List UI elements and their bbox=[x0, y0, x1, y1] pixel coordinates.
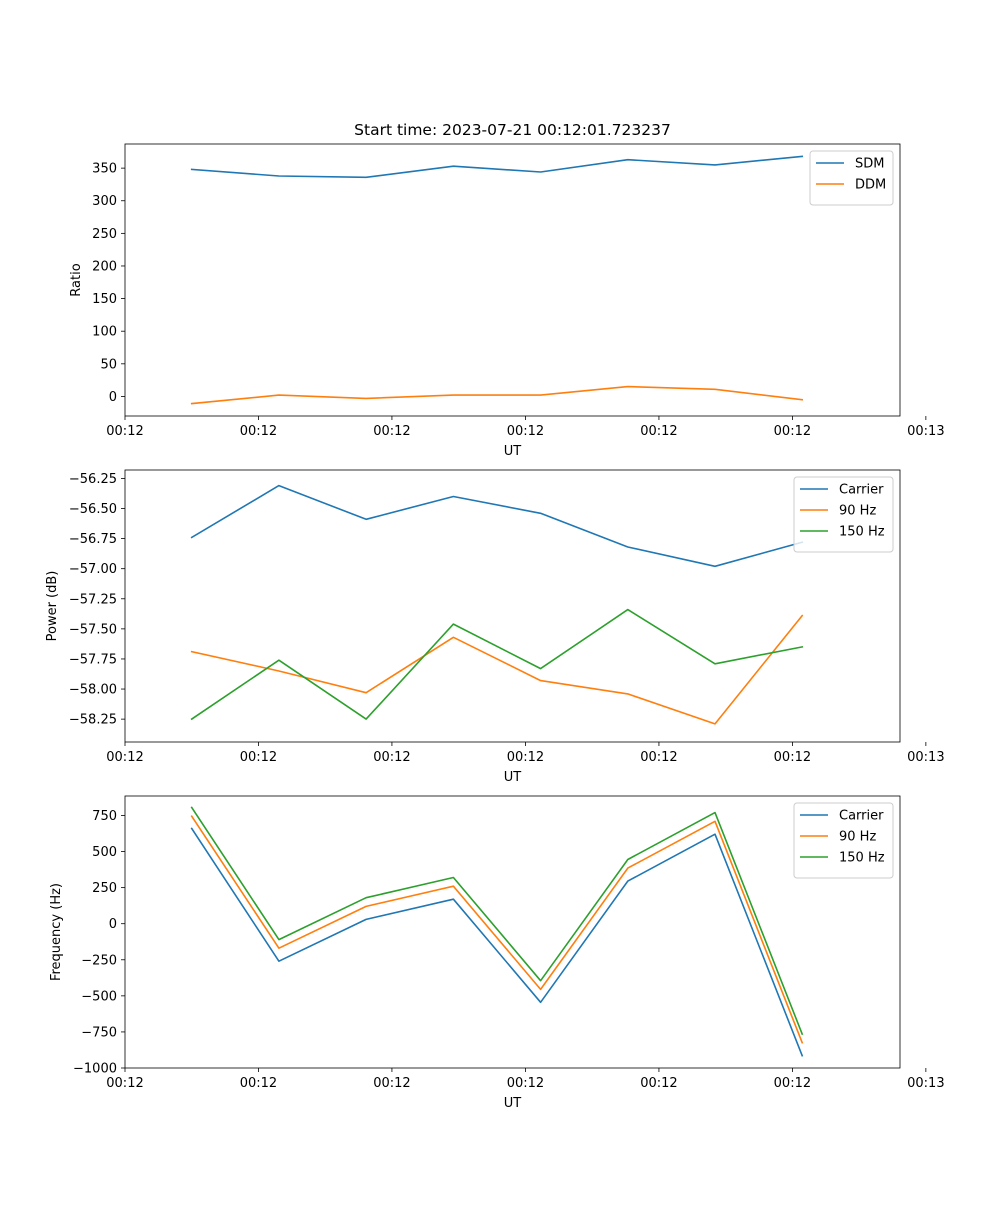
series-line-ddm bbox=[190, 385, 804, 405]
x-axis-label: UT bbox=[504, 770, 522, 785]
series-line-90-hz bbox=[190, 815, 804, 1044]
y-tick-label: 50 bbox=[100, 357, 117, 372]
series-line-carrier bbox=[190, 484, 804, 568]
figure-title: Start time: 2023-07-21 00:12:01.723237 bbox=[354, 121, 671, 139]
x-tick-label: 00:12 bbox=[640, 750, 677, 765]
x-tick-label: 00:12 bbox=[640, 424, 677, 439]
x-tick-label: 00:12 bbox=[774, 750, 811, 765]
y-tick-label: −58.00 bbox=[69, 683, 117, 698]
y-tick-label: −1000 bbox=[73, 1062, 117, 1077]
y-tick-label: 0 bbox=[109, 390, 117, 405]
subplot-1: 00:12 00:12 00:12 00:12 00:12 00:12 00:13 0 50 10… bbox=[69, 143, 945, 459]
y-tick-label: −56.25 bbox=[69, 472, 117, 487]
legend-label: 90 Hz bbox=[839, 830, 876, 845]
x-tick-label: 00:12 bbox=[106, 424, 143, 439]
x-tick-label: 00:13 bbox=[907, 1076, 944, 1091]
plot-frame bbox=[124, 469, 901, 743]
legend-label: 150 Hz bbox=[839, 851, 885, 866]
y-tick-label: 100 bbox=[92, 325, 117, 340]
x-tick-label: 00:12 bbox=[373, 424, 410, 439]
x-tick-label: 00:12 bbox=[507, 1076, 544, 1091]
legend-label: Carrier bbox=[839, 483, 884, 498]
legend-label: 90 Hz bbox=[839, 504, 876, 519]
legend-box bbox=[793, 802, 894, 879]
legend: SDM DDM bbox=[809, 150, 894, 206]
x-tick-label: 00:12 bbox=[640, 1076, 677, 1091]
y-tick-label: 150 bbox=[92, 292, 117, 307]
subplot-2: 00:12 00:12 00:12 00:12 00:12 00:12 00:13 −58.2… bbox=[45, 469, 945, 785]
y-tick-label: −57.75 bbox=[69, 652, 117, 667]
legend-label: Carrier bbox=[839, 809, 884, 824]
y-tick-label: 350 bbox=[92, 162, 117, 177]
x-tick-label: 00:12 bbox=[507, 750, 544, 765]
series-line-sdm bbox=[190, 155, 804, 179]
y-tick-label: 200 bbox=[92, 259, 117, 274]
legend: Carrier 90 Hz 150 Hz bbox=[793, 476, 894, 553]
x-tick-label: 00:12 bbox=[774, 1076, 811, 1091]
y-tick-label: 500 bbox=[92, 845, 117, 860]
series-line-150-hz bbox=[190, 608, 804, 721]
x-tick-label: 00:12 bbox=[373, 1076, 410, 1091]
series-line-90-hz bbox=[190, 614, 804, 725]
series-line-carrier bbox=[190, 827, 804, 1057]
y-axis-label: Ratio bbox=[69, 263, 84, 296]
y-tick-label: 250 bbox=[92, 881, 117, 896]
x-tick-label: 00:12 bbox=[507, 424, 544, 439]
y-tick-label: 250 bbox=[92, 227, 117, 242]
x-tick-label: 00:12 bbox=[373, 750, 410, 765]
y-tick-label: −250 bbox=[81, 953, 117, 968]
x-tick-label: 00:12 bbox=[240, 424, 277, 439]
subplot-3: 00:12 00:12 00:12 00:12 00:12 00:12 00:13 −1000… bbox=[49, 795, 945, 1111]
x-axis-label: UT bbox=[504, 444, 522, 459]
y-tick-label: 0 bbox=[109, 917, 117, 932]
y-tick-label: −56.75 bbox=[69, 532, 117, 547]
legend-label: SDM bbox=[855, 157, 884, 172]
legend-label: 150 Hz bbox=[839, 525, 885, 540]
legend-label: DDM bbox=[855, 178, 886, 193]
legend: Carrier 90 Hz 150 Hz bbox=[793, 802, 894, 879]
y-tick-label: 750 bbox=[92, 809, 117, 824]
y-tick-label: −750 bbox=[81, 1025, 117, 1040]
x-tick-label: 00:12 bbox=[774, 424, 811, 439]
x-tick-label: 00:12 bbox=[240, 750, 277, 765]
legend-box bbox=[809, 150, 894, 206]
x-tick-label: 00:12 bbox=[240, 1076, 277, 1091]
plot-frame bbox=[124, 795, 901, 1069]
y-axis-label: Power (dB) bbox=[45, 571, 60, 642]
x-tick-label: 00:12 bbox=[106, 1076, 143, 1091]
y-tick-label: −57.50 bbox=[69, 622, 117, 637]
x-tick-label: 00:13 bbox=[907, 424, 944, 439]
y-tick-label: −57.25 bbox=[69, 592, 117, 607]
y-tick-label: 300 bbox=[92, 194, 117, 209]
x-axis-label: UT bbox=[504, 1096, 522, 1111]
y-tick-label: −56.50 bbox=[69, 502, 117, 517]
series-line-150-hz bbox=[190, 806, 804, 1036]
y-tick-label: −58.25 bbox=[69, 713, 117, 728]
x-tick-label: 00:12 bbox=[106, 750, 143, 765]
y-tick-label: −500 bbox=[81, 989, 117, 1004]
y-axis-label: Frequency (Hz) bbox=[49, 883, 64, 981]
legend-box bbox=[793, 476, 894, 553]
plot-frame bbox=[124, 143, 901, 417]
y-tick-label: −57.00 bbox=[69, 562, 117, 577]
x-tick-label: 00:13 bbox=[907, 750, 944, 765]
